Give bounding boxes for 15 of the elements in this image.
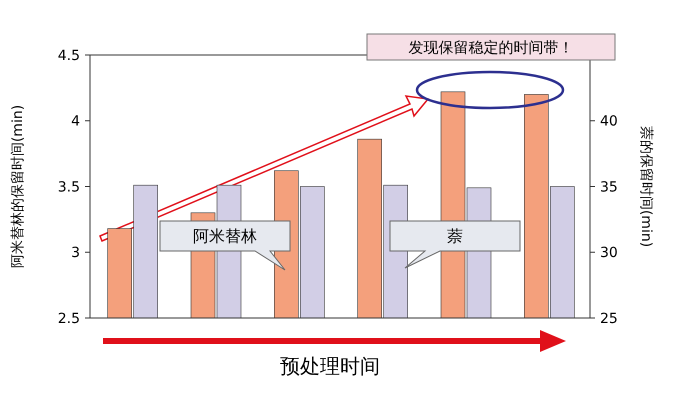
y-tick-label: 4 bbox=[71, 114, 80, 130]
y-tick-label: 2.5 bbox=[58, 310, 80, 327]
y-tick-label: 3.5 bbox=[58, 179, 80, 196]
y2-tick-label: 25 bbox=[600, 310, 618, 327]
y-axis-title: 阿米替林的保留时间(min) bbox=[10, 104, 26, 268]
y2-tick-label: 35 bbox=[600, 179, 618, 196]
annotation: 发现保留稳定的时间带！ bbox=[408, 38, 574, 56]
y2-tick-label: 40 bbox=[600, 114, 618, 130]
x-axis-title: 预处理时间 bbox=[280, 354, 380, 378]
y2-axis-title: 萘的保留时间(min) bbox=[638, 126, 654, 248]
y-tick-label: 4.5 bbox=[58, 48, 80, 64]
y2-tick-label: 30 bbox=[600, 245, 618, 262]
series-label: 萘 bbox=[447, 226, 463, 246]
y-tick-label: 3 bbox=[71, 245, 80, 262]
series-label: 阿米替林 bbox=[193, 226, 257, 246]
